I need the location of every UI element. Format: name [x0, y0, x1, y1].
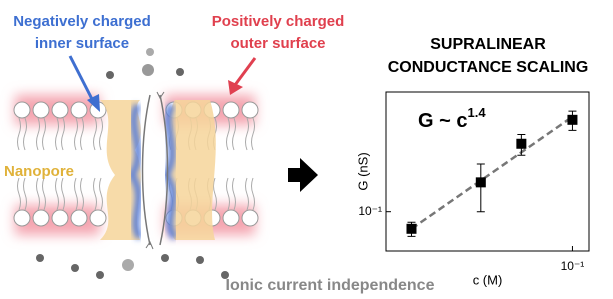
y-tick-label: 10⁻¹ — [358, 204, 382, 218]
label: Positively charged — [212, 13, 345, 30]
chart-title: SUPRALINEAR — [430, 36, 546, 53]
label: Negatively charged — [13, 13, 151, 30]
lipid-head — [33, 210, 49, 226]
lipid-head — [52, 102, 68, 118]
lipid-head — [242, 102, 258, 118]
chart-title: CONDUCTANCE SCALING — [388, 59, 589, 76]
point — [406, 224, 416, 234]
lipid-head — [71, 102, 87, 118]
annotation-exponent: 1.4 — [467, 105, 486, 120]
annotation-base: G ~ c — [418, 110, 467, 132]
label: inner surface — [35, 35, 129, 52]
label: outer surface — [230, 35, 325, 52]
annotation: G ~ c1.4 — [418, 105, 486, 132]
lipid-head — [223, 102, 239, 118]
lipid-head — [14, 210, 30, 226]
point — [476, 177, 486, 187]
lipid-head — [33, 102, 49, 118]
point — [516, 139, 526, 149]
label: Ionic current independence — [226, 277, 435, 294]
x-axis-label: c (M) — [473, 272, 503, 287]
lipid-head — [223, 210, 239, 226]
fit-line — [411, 117, 572, 229]
lipid-head — [52, 210, 68, 226]
point — [567, 115, 577, 125]
arrow — [288, 158, 318, 192]
lipid-head — [90, 210, 106, 226]
lipid-head — [14, 102, 30, 118]
figure: Negatively charged inner surface Positiv… — [0, 0, 613, 299]
lipid-head — [71, 210, 87, 226]
chart: 10⁻¹ 10⁻¹ c (M) G (nS) G ~ c1.4 — [355, 92, 589, 287]
label: Nanopore — [4, 163, 74, 180]
arrow — [235, 58, 255, 85]
error-bar — [477, 164, 485, 212]
y-axis-label: G (nS) — [355, 152, 370, 190]
x-tick-label: 10⁻¹ — [561, 259, 585, 273]
lipid-head — [242, 210, 258, 226]
